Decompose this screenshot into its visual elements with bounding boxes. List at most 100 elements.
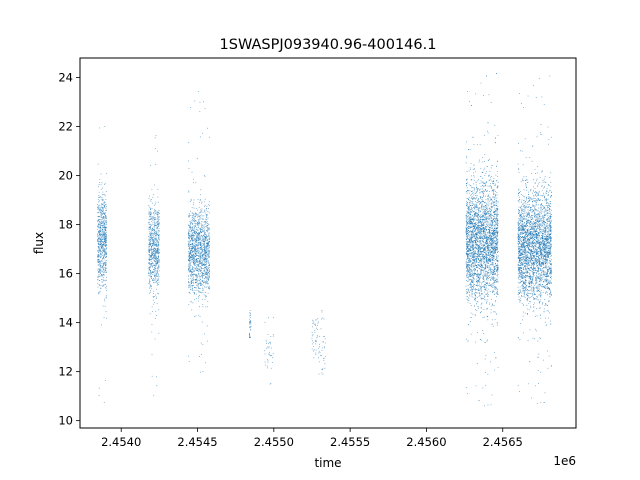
data-point [194,240,196,242]
data-point [153,256,155,258]
data-point [198,260,200,262]
data-point [487,195,489,197]
data-point [196,227,198,228]
data-point [199,227,201,229]
data-point [104,229,106,231]
data-point [202,218,204,220]
data-point [470,211,472,213]
data-point [101,220,103,222]
data-point [472,285,474,286]
data-point [200,252,202,254]
data-point [201,292,202,294]
data-point [475,265,477,267]
data-point [479,280,481,282]
data-point [472,229,474,231]
data-point [149,212,151,214]
data-point [491,202,493,204]
data-point [475,246,477,248]
data-point [150,285,152,287]
data-point [483,134,485,136]
data-point [205,223,206,225]
data-point [202,273,204,274]
data-point [98,254,100,256]
data-point [313,350,314,352]
data-point [465,285,467,287]
data-point [105,268,107,269]
data-point [192,274,193,275]
data-point [203,270,205,272]
data-point [202,292,204,294]
data-point [476,229,478,230]
data-point [150,272,152,273]
data-point [204,240,206,241]
data-point [465,162,467,164]
data-point [202,275,204,277]
data-point [199,218,201,220]
data-point [205,237,206,238]
data-point [156,257,158,259]
data-point [100,199,102,201]
data-point [267,361,269,363]
data-point [272,353,274,355]
data-point [202,287,203,289]
data-point [190,251,191,253]
data-point [204,238,206,240]
data-point [480,258,481,260]
data-point [480,291,482,292]
data-point [201,218,203,220]
data-point [488,195,489,197]
data-point [473,240,475,241]
data-point [103,235,105,237]
data-point [487,294,489,296]
data-point [486,243,488,245]
data-point [194,292,195,294]
data-point [97,239,99,241]
data-point [154,228,156,230]
data-point [493,189,494,191]
data-point [189,284,190,286]
data-point [199,243,201,244]
data-point [153,277,154,279]
data-point [208,256,210,258]
data-point [199,280,200,281]
data-point [204,251,206,253]
data-point [194,261,195,263]
data-point [465,217,467,219]
data-point [474,168,475,170]
data-point [205,271,207,273]
data-point [105,209,107,211]
data-point [468,215,470,216]
data-point [199,233,201,235]
data-point [195,279,197,280]
data-point [98,219,100,220]
data-point [467,266,469,268]
data-point [194,245,196,247]
data-point [188,255,190,257]
data-point [103,227,105,229]
data-point [102,228,104,230]
data-point [482,387,484,389]
data-point [158,239,160,241]
data-point [466,252,467,254]
data-point [475,280,477,282]
data-point [200,283,201,285]
data-point [99,276,101,277]
data-point [100,184,102,186]
data-point [490,221,492,223]
data-point [101,265,103,267]
data-point [99,250,101,251]
data-point [105,245,106,246]
data-point [101,324,102,326]
data-point [250,326,252,327]
data-point [270,343,271,345]
data-point [194,262,196,264]
data-point [155,261,157,263]
data-point [481,231,483,233]
data-point [154,245,156,247]
data-point [191,244,193,246]
data-point [105,241,107,243]
data-point [97,243,99,244]
data-point [482,286,483,288]
data-point [267,317,269,319]
data-point [196,213,197,215]
